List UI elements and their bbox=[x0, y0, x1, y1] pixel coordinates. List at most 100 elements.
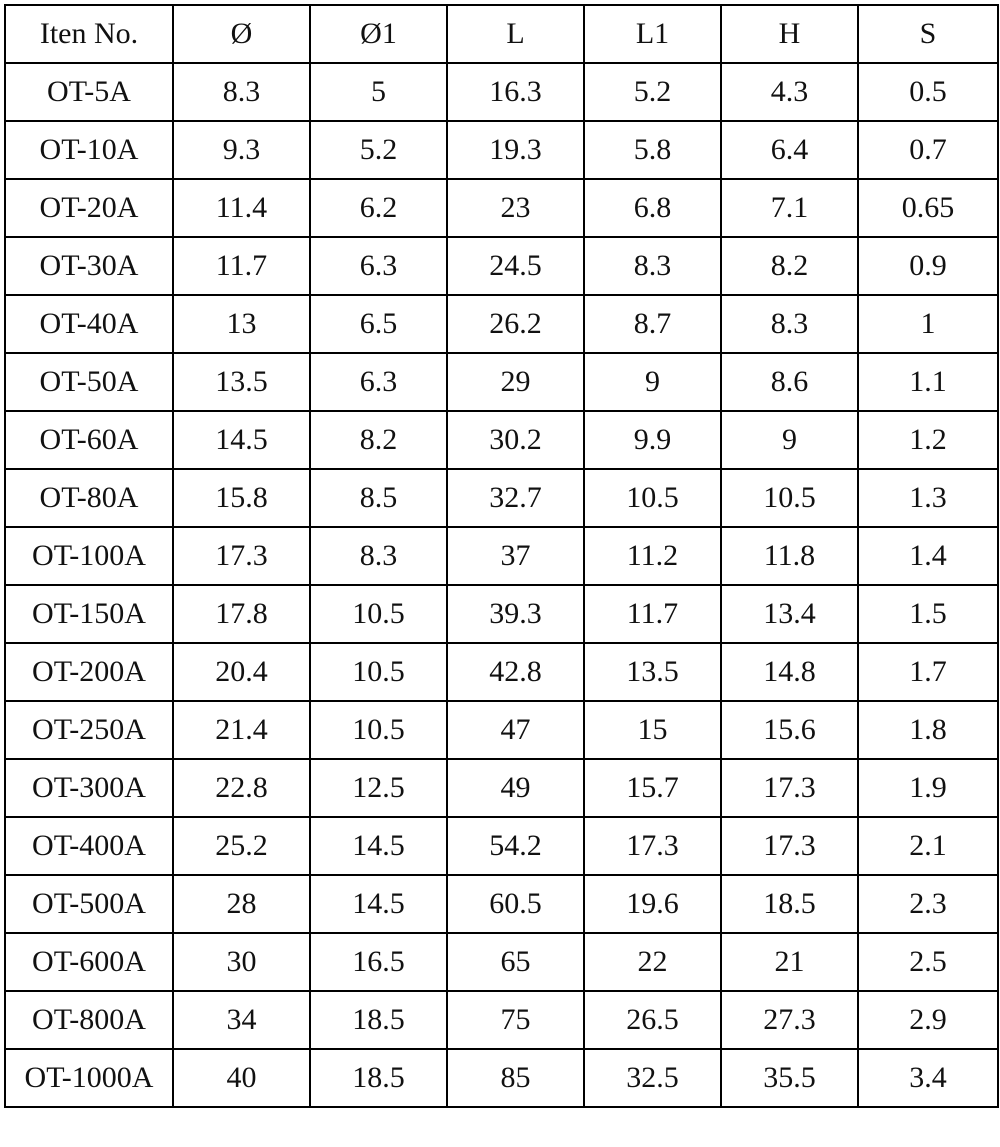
cell-length: 49 bbox=[446, 758, 585, 818]
header-length: L bbox=[446, 4, 585, 64]
cell-diameter: 25.2 bbox=[172, 816, 311, 876]
cell-height: 14.8 bbox=[720, 642, 859, 702]
cell-length: 19.3 bbox=[446, 120, 585, 180]
table-body: OT-5A 8.3 5 16.3 5.2 4.3 0.5 OT-10A 9.3 5.2 19.3 5.… bbox=[4, 62, 999, 1108]
cell-diameter-1: 12.5 bbox=[309, 758, 448, 818]
cell-item-no: OT-300A bbox=[4, 758, 174, 818]
table-row: OT-100A 17.3 8.3 37 11.2 11.8 1.4 bbox=[4, 526, 999, 586]
table-row: OT-600A 30 16.5 65 22 21 2.5 bbox=[4, 932, 999, 992]
cell-item-no: OT-80A bbox=[4, 468, 174, 528]
cell-diameter: 8.3 bbox=[172, 62, 311, 122]
table-row: OT-20A 11.4 6.2 23 6.8 7.1 0.65 bbox=[4, 178, 999, 238]
cell-length: 29 bbox=[446, 352, 585, 412]
cell-diameter-1: 14.5 bbox=[309, 874, 448, 934]
cell-diameter-1: 5 bbox=[309, 62, 448, 122]
cell-length-1: 11.7 bbox=[583, 584, 722, 644]
table-row: OT-150A 17.8 10.5 39.3 11.7 13.4 1.5 bbox=[4, 584, 999, 644]
cell-length-1: 26.5 bbox=[583, 990, 722, 1050]
cell-diameter-1: 10.5 bbox=[309, 700, 448, 760]
cell-diameter-1: 6.3 bbox=[309, 236, 448, 296]
table-row: OT-10A 9.3 5.2 19.3 5.8 6.4 0.7 bbox=[4, 120, 999, 180]
cell-diameter: 11.7 bbox=[172, 236, 311, 296]
cell-thickness: 1.5 bbox=[857, 584, 999, 644]
cell-thickness: 1 bbox=[857, 294, 999, 354]
cell-height: 17.3 bbox=[720, 816, 859, 876]
cell-item-no: OT-100A bbox=[4, 526, 174, 586]
table-header: Iten No. Ø Ø1 L L1 H S bbox=[4, 4, 999, 64]
cell-length-1: 17.3 bbox=[583, 816, 722, 876]
cell-length-1: 19.6 bbox=[583, 874, 722, 934]
cell-length-1: 11.2 bbox=[583, 526, 722, 586]
cell-height: 8.3 bbox=[720, 294, 859, 354]
cell-height: 18.5 bbox=[720, 874, 859, 934]
cell-length-1: 8.7 bbox=[583, 294, 722, 354]
table-row: OT-60A 14.5 8.2 30.2 9.9 9 1.2 bbox=[4, 410, 999, 470]
cell-item-no: OT-150A bbox=[4, 584, 174, 644]
cell-height: 9 bbox=[720, 410, 859, 470]
cell-diameter: 30 bbox=[172, 932, 311, 992]
cell-height: 4.3 bbox=[720, 62, 859, 122]
table-row: OT-50A 13.5 6.3 29 9 8.6 1.1 bbox=[4, 352, 999, 412]
cell-height: 11.8 bbox=[720, 526, 859, 586]
cell-length: 54.2 bbox=[446, 816, 585, 876]
cell-diameter-1: 8.2 bbox=[309, 410, 448, 470]
cell-thickness: 3.4 bbox=[857, 1048, 999, 1108]
cell-diameter: 13 bbox=[172, 294, 311, 354]
cell-diameter-1: 10.5 bbox=[309, 584, 448, 644]
cell-diameter: 21.4 bbox=[172, 700, 311, 760]
cell-length: 39.3 bbox=[446, 584, 585, 644]
cell-item-no: OT-50A bbox=[4, 352, 174, 412]
cell-diameter-1: 8.5 bbox=[309, 468, 448, 528]
cell-diameter-1: 18.5 bbox=[309, 1048, 448, 1108]
cell-thickness: 0.65 bbox=[857, 178, 999, 238]
cell-item-no: OT-500A bbox=[4, 874, 174, 934]
cell-thickness: 1.7 bbox=[857, 642, 999, 702]
cell-length: 24.5 bbox=[446, 236, 585, 296]
cell-length-1: 9 bbox=[583, 352, 722, 412]
cell-length-1: 15 bbox=[583, 700, 722, 760]
cell-length-1: 5.8 bbox=[583, 120, 722, 180]
cell-thickness: 0.7 bbox=[857, 120, 999, 180]
cell-height: 35.5 bbox=[720, 1048, 859, 1108]
cell-thickness: 2.1 bbox=[857, 816, 999, 876]
cell-item-no: OT-20A bbox=[4, 178, 174, 238]
cell-diameter-1: 14.5 bbox=[309, 816, 448, 876]
cell-item-no: OT-600A bbox=[4, 932, 174, 992]
cell-height: 10.5 bbox=[720, 468, 859, 528]
cell-thickness: 1.3 bbox=[857, 468, 999, 528]
cell-height: 8.2 bbox=[720, 236, 859, 296]
cell-length: 65 bbox=[446, 932, 585, 992]
cell-length: 23 bbox=[446, 178, 585, 238]
cell-item-no: OT-30A bbox=[4, 236, 174, 296]
header-diameter-1: Ø1 bbox=[309, 4, 448, 64]
cell-diameter-1: 6.2 bbox=[309, 178, 448, 238]
cell-height: 15.6 bbox=[720, 700, 859, 760]
header-diameter: Ø bbox=[172, 4, 311, 64]
cell-item-no: OT-1000A bbox=[4, 1048, 174, 1108]
cell-item-no: OT-200A bbox=[4, 642, 174, 702]
cell-diameter: 15.8 bbox=[172, 468, 311, 528]
cell-height: 7.1 bbox=[720, 178, 859, 238]
cell-length: 26.2 bbox=[446, 294, 585, 354]
cell-thickness: 1.8 bbox=[857, 700, 999, 760]
cell-diameter-1: 6.5 bbox=[309, 294, 448, 354]
cell-length: 30.2 bbox=[446, 410, 585, 470]
cell-thickness: 2.3 bbox=[857, 874, 999, 934]
cell-item-no: OT-250A bbox=[4, 700, 174, 760]
cell-item-no: OT-5A bbox=[4, 62, 174, 122]
cell-item-no: OT-10A bbox=[4, 120, 174, 180]
table-row: OT-80A 15.8 8.5 32.7 10.5 10.5 1.3 bbox=[4, 468, 999, 528]
cell-diameter: 11.4 bbox=[172, 178, 311, 238]
cell-diameter-1: 6.3 bbox=[309, 352, 448, 412]
cell-height: 17.3 bbox=[720, 758, 859, 818]
cell-diameter: 9.3 bbox=[172, 120, 311, 180]
cell-length-1: 8.3 bbox=[583, 236, 722, 296]
header-height: H bbox=[720, 4, 859, 64]
table-row: OT-800A 34 18.5 75 26.5 27.3 2.9 bbox=[4, 990, 999, 1050]
header-row: Iten No. Ø Ø1 L L1 H S bbox=[4, 4, 999, 64]
cell-length: 16.3 bbox=[446, 62, 585, 122]
cell-length-1: 10.5 bbox=[583, 468, 722, 528]
table-row: OT-400A 25.2 14.5 54.2 17.3 17.3 2.1 bbox=[4, 816, 999, 876]
cell-diameter: 34 bbox=[172, 990, 311, 1050]
cell-item-no: OT-60A bbox=[4, 410, 174, 470]
